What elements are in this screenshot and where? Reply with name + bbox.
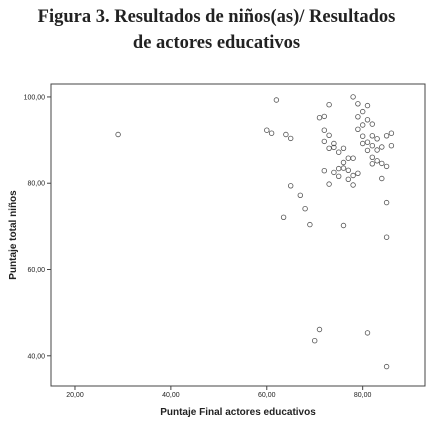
y-tick-label: 100,00 xyxy=(24,94,46,101)
data-point xyxy=(374,136,380,142)
data-point xyxy=(321,167,327,174)
x-axis-title: Puntaje Final actores educativos xyxy=(160,407,316,418)
data-point xyxy=(355,126,361,132)
y-tick-label: 40,00 xyxy=(27,353,45,360)
data-point xyxy=(379,160,385,167)
data-point xyxy=(355,101,361,107)
data-point xyxy=(364,102,371,109)
data-point xyxy=(302,205,308,212)
data-point xyxy=(115,131,121,138)
data-point xyxy=(283,131,289,138)
data-point xyxy=(364,117,371,123)
data-point xyxy=(336,149,342,155)
data-point xyxy=(316,326,323,333)
data-point xyxy=(383,163,390,170)
data-point xyxy=(345,167,351,173)
data-point xyxy=(364,147,371,154)
data-point xyxy=(360,140,366,147)
y-axis-ticks: 40,00 60,00 80,00 100,00 xyxy=(24,94,51,360)
data-point xyxy=(345,176,351,182)
data-point xyxy=(379,175,385,182)
data-point xyxy=(388,142,395,149)
data-point xyxy=(369,161,375,167)
data-point xyxy=(360,108,366,115)
figure-title-line-1: Figura 3. Resultados de niños(as)/ Resul… xyxy=(37,7,396,27)
data-point xyxy=(350,94,356,100)
data-points xyxy=(115,94,395,370)
data-point xyxy=(383,234,390,240)
data-point xyxy=(326,181,332,187)
x-axis-ticks: 20,00 40,00 60,00 80,00 xyxy=(66,386,372,399)
data-point xyxy=(360,122,366,128)
data-point xyxy=(383,363,390,370)
data-point xyxy=(288,135,294,142)
data-point xyxy=(383,199,390,206)
data-point xyxy=(350,155,356,161)
data-point xyxy=(297,192,303,198)
data-point xyxy=(383,133,390,139)
data-point xyxy=(369,154,375,160)
y-tick-label: 80,00 xyxy=(27,181,45,188)
figure-title: Figura 3. Resultados de niños(as)/ Resul… xyxy=(0,4,433,56)
plot-area xyxy=(50,83,426,387)
data-point xyxy=(360,133,366,139)
data-point xyxy=(355,170,361,176)
data-point xyxy=(321,127,327,133)
data-point xyxy=(331,144,337,151)
data-point xyxy=(307,221,313,228)
data-point xyxy=(374,158,380,164)
x-tick-label: 20,00 xyxy=(66,392,84,399)
data-point xyxy=(331,140,337,147)
y-tick-label: 60,00 xyxy=(27,267,45,274)
x-tick-label: 60,00 xyxy=(258,392,276,399)
data-point xyxy=(369,121,375,127)
data-point xyxy=(273,97,280,103)
data-point xyxy=(321,138,327,145)
data-point xyxy=(369,133,375,139)
data-point xyxy=(374,147,380,153)
data-point xyxy=(280,214,287,220)
data-point xyxy=(268,130,275,136)
x-tick-label: 80,00 xyxy=(354,392,372,399)
x-tick-label: 40,00 xyxy=(162,392,180,399)
data-point xyxy=(355,114,361,120)
data-point xyxy=(350,182,356,188)
data-point xyxy=(326,132,332,138)
data-point xyxy=(288,183,294,189)
data-point xyxy=(340,165,347,171)
data-point xyxy=(340,145,347,151)
data-point xyxy=(331,169,337,176)
data-point xyxy=(326,101,332,108)
data-point xyxy=(369,142,375,149)
data-point xyxy=(340,159,347,166)
data-point xyxy=(336,173,342,179)
data-point xyxy=(364,330,371,336)
data-point xyxy=(321,113,327,120)
figure-title-line-2: de actores educativos xyxy=(132,33,301,53)
data-point xyxy=(264,127,270,133)
data-point xyxy=(316,114,323,121)
data-point xyxy=(340,222,347,229)
y-axis-title: Puntaje total niños xyxy=(8,190,19,280)
data-point xyxy=(312,338,318,344)
data-point xyxy=(350,172,356,179)
data-point xyxy=(379,144,385,150)
data-point xyxy=(364,139,371,145)
data-point xyxy=(388,130,395,136)
